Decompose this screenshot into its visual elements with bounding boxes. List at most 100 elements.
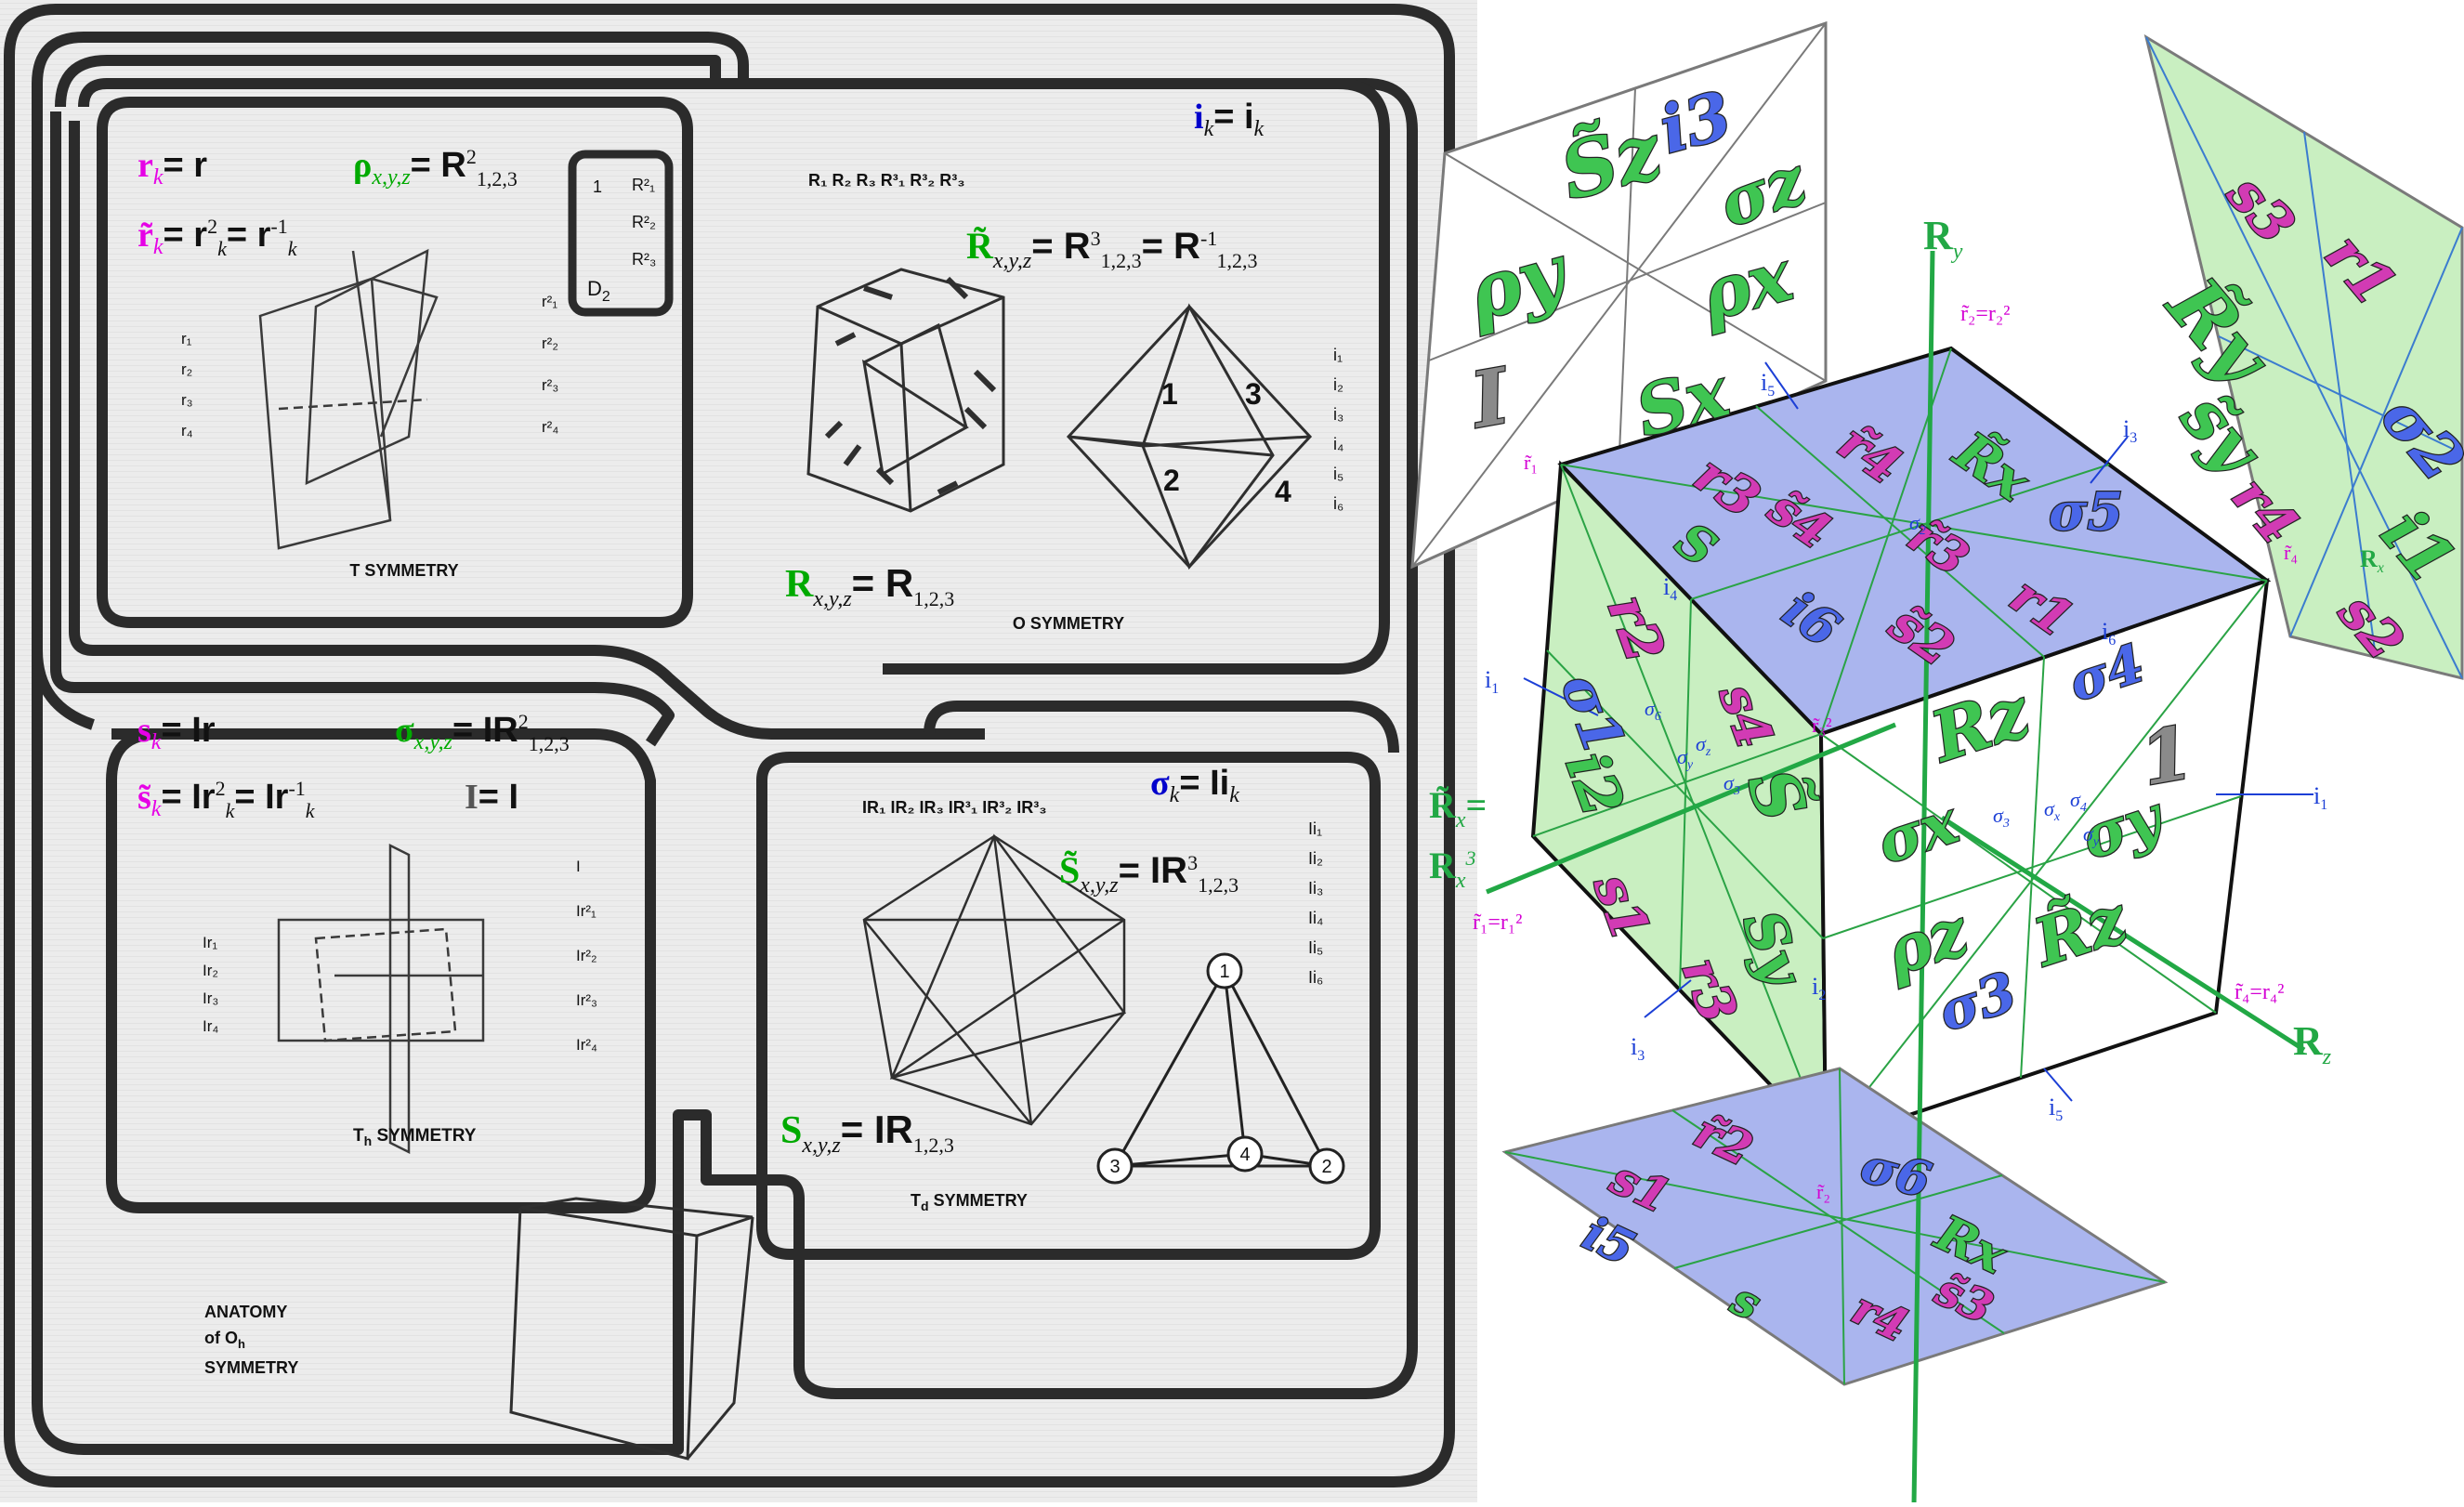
equation-part: T	[353, 1126, 364, 1146]
equation-part: x,y,z	[413, 730, 453, 754]
equation-part: = r	[227, 216, 271, 255]
equation: Rz	[2293, 1018, 2332, 1069]
equation-part: 1,2,3	[477, 167, 518, 190]
equation-part: R̃	[1429, 784, 1457, 826]
equation-part: x	[2377, 560, 2384, 576]
equation-part: i	[1194, 98, 1204, 137]
equation-part: r	[138, 146, 153, 185]
equation-part: 3	[1733, 784, 1740, 798]
equation-part: 2	[518, 710, 529, 733]
octahedron-sketch	[1066, 303, 1313, 570]
octahedron-number: 4	[1275, 475, 1291, 508]
i-list-item: i₄	[1333, 435, 1343, 453]
equation-part: 6	[2108, 633, 2116, 649]
equation-part: -1	[1200, 227, 1217, 250]
d2-r-item: R²₃	[632, 250, 656, 269]
equation: s̃k= Ir2k= Ir-1k	[138, 777, 316, 822]
equation-part: s	[138, 711, 151, 750]
equation: of Oh	[204, 1329, 245, 1351]
equation-part: S̃	[1059, 849, 1080, 891]
equation-part: y	[2091, 835, 2100, 849]
equation-part: x,y,z	[812, 587, 852, 611]
equation: σx	[2044, 797, 2061, 824]
equation-part: = IR	[841, 1107, 913, 1151]
equation-part: y	[1685, 758, 1694, 772]
equation-part: σ	[1696, 732, 1707, 755]
equation-part: = i	[1213, 98, 1253, 137]
i-list-item: i₁	[1333, 346, 1343, 364]
equation-part: I	[465, 778, 478, 817]
equation-part: z	[1705, 745, 1711, 759]
outer-frame	[4, 4, 1455, 1487]
symmetry-axes	[1486, 250, 2306, 1506]
equation: σy	[2083, 822, 2100, 849]
equation-part: k	[151, 797, 162, 821]
equation-part: k	[226, 799, 236, 822]
nested-frames	[4, 4, 1455, 1487]
back-left-grid	[1411, 22, 1827, 568]
equation-part: k	[288, 237, 298, 260]
ii-list-item: Ii₆	[1308, 968, 1323, 987]
equation: i2	[1812, 973, 1826, 1003]
equation-part: i	[1631, 1033, 1637, 1060]
equation-part: x,y,z	[801, 1134, 841, 1158]
ir2-list-item: Ir²₃	[576, 991, 597, 1009]
r4-equation-label: r̃₄=r₄²	[2235, 980, 2284, 1004]
equation-part: 3	[2130, 430, 2137, 446]
ir-list-item: Ir₄	[203, 1017, 218, 1035]
equation: i3	[1631, 1033, 1645, 1064]
r2-list-item: r²₁	[542, 293, 557, 310]
equation-part: k	[153, 235, 164, 259]
ir-list-item: Ir₃	[203, 989, 218, 1007]
equation-part: = r	[164, 216, 208, 255]
equation-part: x,y,z	[992, 249, 1032, 273]
equation-part: 5	[1767, 384, 1775, 400]
equation-part: σ	[2044, 797, 2055, 820]
equation-part: = IR	[1119, 850, 1188, 891]
r4-small-label: r̃₄	[2284, 541, 2298, 564]
equation: Rx	[2360, 545, 2384, 576]
equation: i1	[2313, 782, 2327, 813]
i-list-item: i₅	[1333, 465, 1343, 483]
i-list-item: i₂	[1333, 375, 1343, 394]
i-list-item: i₃	[1333, 405, 1343, 424]
ir2-list-item: I	[576, 858, 581, 875]
equation-part: 2	[1818, 988, 1826, 1003]
r2-list-item: r²₃	[542, 376, 558, 394]
equation-part: = Ii	[1179, 764, 1229, 803]
equation: i5	[2049, 1094, 2063, 1124]
equation-part: = Ir	[234, 778, 288, 817]
equation-part: = IR	[452, 711, 518, 750]
equation: S̃x,y,z= IR31,2,3	[1059, 849, 1239, 898]
equation-part: σ	[1645, 697, 1656, 720]
ii-list-item: Ii₅	[1308, 938, 1323, 957]
td-header: IR₁ IR₂ IR₃ IR³₁ IR³₂ IR³₃	[862, 798, 1047, 817]
equation-part: = R	[852, 561, 914, 605]
equation-part: σ	[2070, 788, 2081, 811]
equation: σ3	[1993, 804, 2010, 831]
equation-part: x	[1455, 869, 1466, 893]
equation-part: y	[1951, 240, 1963, 264]
r1-equation-label: r̃₁=r₁²	[1473, 911, 1522, 935]
equation: I= I	[465, 778, 518, 817]
equation: sk= Ir	[138, 711, 216, 754]
equation: Rx,y,z= R1,2,3	[785, 561, 954, 611]
equation: Rx3	[1429, 845, 1476, 893]
r-list-item: r₄	[181, 422, 193, 439]
equation: Sx,y,z= IR1,2,3	[780, 1107, 954, 1158]
cube-diagonals	[1532, 347, 2268, 1144]
equation-part: k	[217, 237, 228, 260]
equation-part: k	[306, 799, 316, 822]
equation-part: 2	[207, 215, 217, 238]
equation-part: 5	[2055, 1108, 2063, 1124]
equation-part: s̃	[138, 778, 151, 817]
ii-list-item: Ii₃	[1308, 879, 1323, 898]
equation-part: S	[780, 1109, 802, 1152]
leader-lines	[1523, 361, 2313, 1102]
equation: σ3	[1723, 771, 1740, 798]
r2-list-item: r²₂	[542, 334, 558, 352]
equation-part: i	[2102, 618, 2108, 645]
th-panel-frame	[106, 728, 656, 1213]
equation-part: R̃	[966, 225, 994, 267]
equation: i6	[2102, 618, 2116, 649]
